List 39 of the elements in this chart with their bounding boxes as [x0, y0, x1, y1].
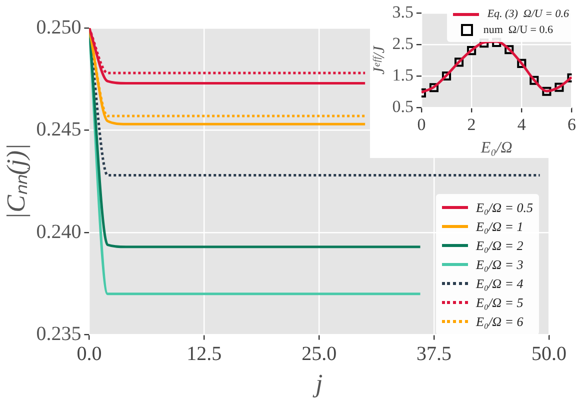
point — [517, 58, 526, 68]
legend-label: num Ω/U = 0.6 — [483, 24, 553, 36]
point — [554, 82, 564, 92]
x-tick-label: 2 — [467, 115, 476, 134]
legend-label: E₀/Ω = 5 — [476, 294, 524, 310]
legend-label: Eq. (3) Ω/U = 0.6 — [487, 8, 569, 20]
legend-label: E₀/Ω = 6 — [476, 314, 524, 330]
point — [542, 86, 552, 96]
x-tick-label: 25.0 — [302, 343, 337, 366]
y-tick-label: 2.5 — [392, 34, 414, 54]
point — [504, 45, 514, 54]
x-tick-label: 0.0 — [76, 343, 102, 366]
x-tick-label: 37.5 — [416, 343, 452, 366]
y-tick-label: 0.240 — [36, 220, 82, 243]
y-axis-title: Jᵉᶠᶠ/J — [370, 45, 388, 75]
x-tick-label: 4 — [517, 115, 526, 134]
x-axis-title: E₀/Ω — [480, 140, 512, 157]
x-tick-label: 6 — [568, 115, 576, 134]
point — [530, 76, 539, 85]
point — [442, 71, 452, 81]
y-tick-label: 0.5 — [392, 96, 414, 116]
legend-label: E₀/Ω = 1 — [476, 218, 524, 234]
legend-label: E₀/Ω = 0.5 — [476, 200, 533, 216]
x-tick-label: 12.5 — [186, 343, 222, 366]
y-axis-title: |Cₙₙ(j)| — [1, 143, 30, 220]
legend-label: E₀/Ω = 4 — [476, 276, 524, 292]
x-tick-label: 50.0 — [532, 343, 566, 366]
point — [429, 83, 439, 92]
legend-label: E₀/Ω = 3 — [476, 256, 524, 272]
y-tick-label: 0.235 — [36, 323, 82, 346]
y-tick-label: 1.5 — [392, 65, 414, 84]
y-tick-label: 3.5 — [392, 2, 414, 22]
point — [467, 46, 476, 56]
legend-label: E₀/Ω = 2 — [476, 238, 524, 254]
y-tick-label: 0.245 — [36, 118, 82, 141]
x-tick-label: 0 — [417, 115, 426, 134]
point — [454, 58, 464, 67]
x-axis-title: j — [312, 369, 323, 398]
y-tick-label: 0.250 — [36, 16, 82, 38]
